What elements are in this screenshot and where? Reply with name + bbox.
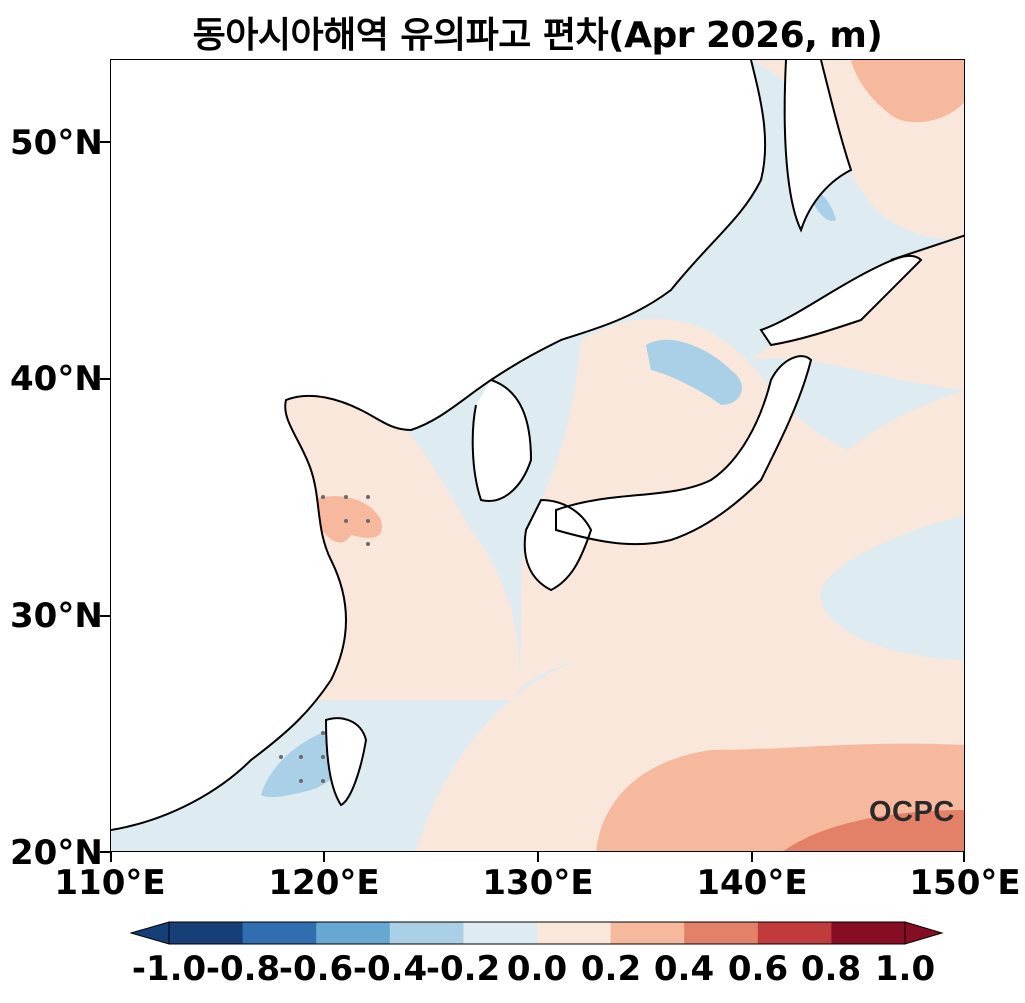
- ocpc-watermark: OCPC: [869, 796, 955, 828]
- colorbar-cell: [831, 922, 906, 944]
- colorbar-label: -0.2: [425, 949, 501, 989]
- colorbar-cell: [684, 922, 759, 944]
- coastline-taiwan: [324, 717, 368, 807]
- x-tick-label: 150°E: [909, 863, 1021, 903]
- x-tick-label: 130°E: [482, 863, 594, 903]
- colorbar-cell: [389, 922, 464, 944]
- colorbar-label: 0.6: [727, 949, 789, 989]
- field-east-sea-04: [646, 339, 742, 405]
- colorbar-cell: [610, 922, 685, 944]
- y-tick-mark: [100, 615, 110, 617]
- significance-dots: [279, 495, 370, 783]
- colorbar-label: -1.0: [131, 949, 207, 989]
- y-tick-mark: [100, 851, 110, 853]
- x-tick-label: 140°E: [696, 863, 808, 903]
- coastline-sakhalin: [783, 60, 853, 233]
- colorbar-label: 1.0: [874, 949, 936, 989]
- y-tick-mark: [100, 378, 110, 380]
- land-hokkaido: [761, 255, 921, 345]
- colorbar-label: -0.8: [205, 949, 281, 989]
- field-pacific-positive: [416, 390, 964, 851]
- map-canvas: [111, 60, 964, 851]
- x-tick-label: 110°E: [54, 863, 166, 903]
- x-tick-mark: [323, 852, 325, 862]
- land-mainland-asia: [111, 60, 766, 830]
- coastline-honshu: [555, 355, 813, 546]
- colorbar-label: 0.2: [580, 949, 642, 989]
- colorbar-label: 0.4: [653, 949, 715, 989]
- coastline-kurils: [890, 234, 964, 261]
- coastline-mainland: [111, 60, 767, 831]
- y-tick-label: 50°N: [10, 123, 103, 163]
- map-plot-area: [110, 59, 965, 852]
- colorbar-extend-high: [904, 921, 944, 945]
- colorbar-cell: [537, 922, 612, 944]
- y-tick-label: 20°N: [10, 833, 103, 873]
- colorbar-frame: [168, 921, 906, 945]
- colorbar: [130, 921, 944, 945]
- x-tick-mark: [537, 852, 539, 862]
- land-taiwan: [326, 718, 366, 805]
- y-tick-label: 30°N: [10, 596, 103, 636]
- land-sakhalin: [784, 60, 851, 230]
- colorbar-label: -0.6: [278, 949, 354, 989]
- colorbar-extend-low: [130, 921, 170, 945]
- coastline-korea: [471, 379, 533, 502]
- colorbar-cell: [242, 922, 317, 944]
- field-korea-japan-positive: [511, 318, 964, 700]
- field-pacific-negative: [820, 515, 964, 660]
- colorbar-cell: [169, 922, 244, 944]
- field-south-pacific-06: [783, 810, 964, 851]
- colorbar-label: -0.4: [352, 949, 428, 989]
- colorbar-label: 0.0: [506, 949, 568, 989]
- x-tick-label: 120°E: [268, 863, 380, 903]
- colorbar-label: 0.8: [800, 949, 862, 989]
- colorbar-cell: [757, 922, 832, 944]
- x-tick-mark: [963, 852, 965, 862]
- colorbar-cell: [316, 922, 391, 944]
- land-korean-peninsula: [472, 380, 531, 501]
- x-tick-mark: [110, 852, 112, 862]
- y-tick-label: 40°N: [10, 359, 103, 399]
- coastline-hokkaido: [759, 254, 923, 347]
- colorbar-cell: [463, 922, 538, 944]
- chart-title: 동아시아해역 유의파고 편차(Apr 2026, m): [192, 15, 883, 56]
- field-okhotsk-04: [851, 60, 964, 123]
- coastline-kyushu: [523, 498, 593, 592]
- x-tick-mark: [751, 852, 753, 862]
- y-tick-mark: [100, 141, 110, 143]
